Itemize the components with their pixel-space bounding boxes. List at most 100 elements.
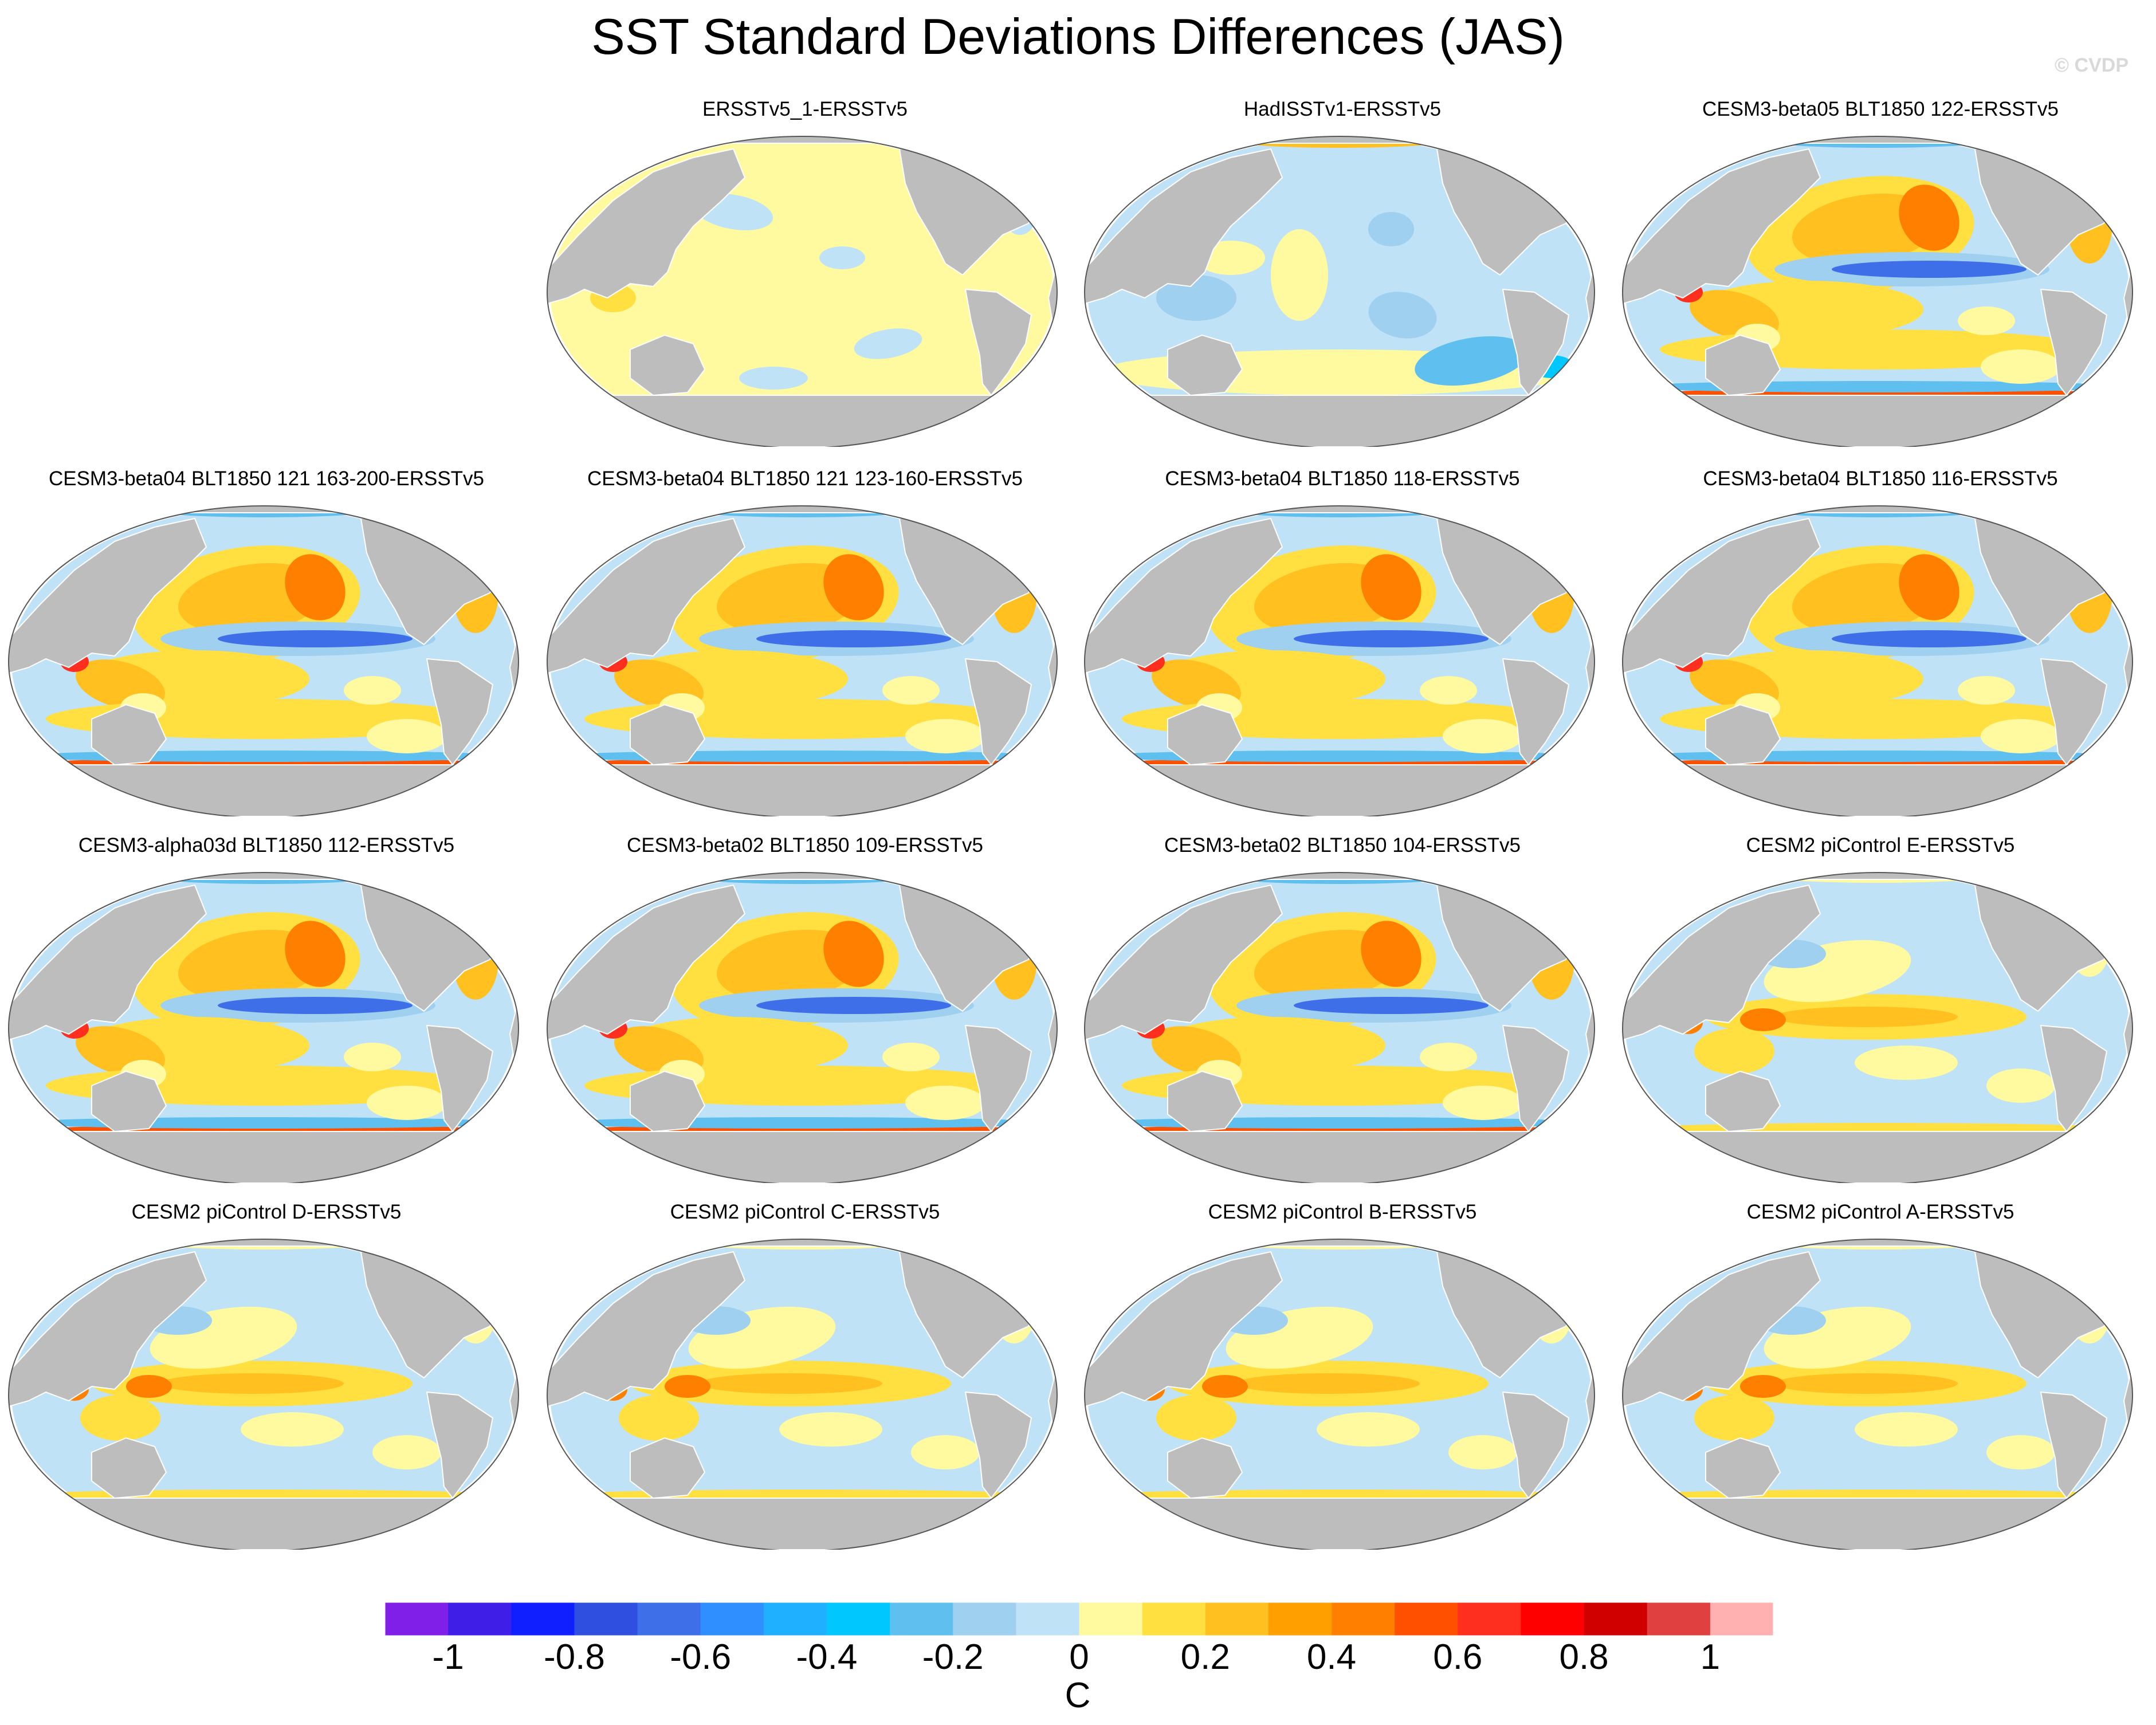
colorbar-tick-label: 0.2 bbox=[1180, 1637, 1230, 1677]
sst-anomaly-region bbox=[1271, 229, 1328, 321]
colorbar-unit: C bbox=[1065, 1676, 1091, 1715]
map-panel: CESM3-beta04 BLT1850 121 163-200-ERSSTv5 bbox=[6, 467, 527, 822]
sst-anomaly-region bbox=[160, 1373, 344, 1394]
land-southAmerica bbox=[2040, 1391, 2108, 1499]
sst-anomaly-region bbox=[1899, 184, 1959, 251]
colorbar-swatch bbox=[448, 1602, 512, 1636]
figure-title: SST Standard Deviations Differences (JAS… bbox=[591, 8, 1565, 65]
land-australia bbox=[1705, 1070, 1781, 1133]
sst-anomaly-region bbox=[1694, 1028, 1774, 1074]
sst-anomaly-region bbox=[1294, 997, 1489, 1014]
map-panel: CESM3-beta05 BLT1850 122-ERSSTv5 bbox=[1620, 97, 2141, 453]
sst-anomaly-region bbox=[739, 367, 808, 390]
sst-anomaly-region bbox=[1236, 1373, 1420, 1394]
robinson-map bbox=[1084, 136, 1595, 447]
colorbar-swatch bbox=[1142, 1602, 1206, 1636]
sst-anomaly-region bbox=[1317, 1412, 1420, 1447]
sst-anomaly-region bbox=[1368, 212, 1414, 246]
sst-anomaly-region bbox=[285, 554, 345, 620]
robinson-map bbox=[1084, 1239, 1595, 1550]
land-asia bbox=[547, 517, 746, 674]
colorbar-tick-label: 0.8 bbox=[1559, 1637, 1609, 1677]
robinson-map bbox=[547, 872, 1058, 1183]
colorbar-swatch bbox=[1647, 1602, 1711, 1636]
sst-anomaly-region bbox=[1694, 1395, 1774, 1441]
colorbar-swatch bbox=[1079, 1602, 1143, 1636]
panel-label: CESM2 piControl C-ERSSTv5 bbox=[670, 1201, 940, 1223]
colorbar-swatch bbox=[1205, 1602, 1269, 1636]
land-asia bbox=[1085, 517, 1283, 674]
sst-anomaly-region bbox=[1361, 554, 1421, 620]
land-australia bbox=[630, 1070, 706, 1133]
colorbar-tick-label: -0.8 bbox=[543, 1637, 605, 1677]
sst-anomaly-region bbox=[241, 1412, 344, 1447]
map-panel: CESM3-beta02 BLT1850 109-ERSSTv5 bbox=[544, 834, 1066, 1189]
sst-anomaly-region bbox=[367, 1086, 447, 1120]
land-southAmerica bbox=[2040, 658, 2108, 766]
map-panel: HadISSTv1-ERSSTv5 bbox=[1082, 97, 1603, 453]
map-panel: CESM3-beta02 BLT1850 104-ERSSTv5 bbox=[1082, 834, 1603, 1189]
sst-anomaly-region bbox=[911, 1435, 980, 1469]
sst-anomaly-region bbox=[1832, 261, 2027, 278]
map-panel: CESM3-beta04 BLT1850 121 123-160-ERSSTv5 bbox=[544, 467, 1066, 822]
land-asia bbox=[9, 884, 207, 1041]
panel-label: CESM3-alpha03d BLT1850 112-ERSSTv5 bbox=[78, 834, 455, 856]
colorbar-swatch bbox=[385, 1602, 449, 1636]
land-australia bbox=[630, 704, 706, 766]
sst-anomaly-region bbox=[1740, 1008, 1786, 1031]
land-australia bbox=[1705, 1437, 1781, 1499]
panel-label: CESM2 piControl D-ERSSTv5 bbox=[131, 1201, 402, 1223]
colorbar-swatch bbox=[637, 1602, 701, 1636]
sst-anomaly-region bbox=[756, 630, 951, 647]
land-asia bbox=[1623, 148, 1821, 305]
colorbar-swatch bbox=[1458, 1602, 1521, 1636]
land-southAmerica bbox=[964, 288, 1032, 396]
land-australia bbox=[630, 334, 706, 396]
sst-anomaly-region bbox=[882, 1043, 940, 1071]
sst-anomaly-region bbox=[854, 328, 922, 359]
land-southAmerica bbox=[2040, 288, 2108, 396]
robinson-map bbox=[8, 505, 519, 816]
land-southAmerica bbox=[1502, 1391, 1570, 1499]
colorbar-swatch bbox=[1584, 1602, 1648, 1636]
land-asia bbox=[1623, 517, 1821, 674]
sst-anomaly-region bbox=[1899, 554, 1959, 620]
colorbar-swatch bbox=[890, 1602, 953, 1636]
panel-label: CESM3-beta04 BLT1850 116-ERSSTv5 bbox=[1703, 467, 2058, 490]
colorbar-tick-label: 0.4 bbox=[1306, 1637, 1357, 1677]
map-panel: CESM2 piControl D-ERSSTv5 bbox=[6, 1200, 527, 1555]
panel-label: CESM3-beta04 BLT1850 121 123-160-ERSSTv5 bbox=[587, 467, 1023, 490]
colorbar-tick-label: -0.6 bbox=[670, 1637, 732, 1677]
land-australia bbox=[91, 1070, 167, 1133]
land-southAmerica bbox=[426, 1391, 494, 1499]
land-australia bbox=[1167, 1070, 1243, 1133]
sst-anomaly-region bbox=[1832, 630, 2027, 647]
panel-label: CESM3-beta05 BLT1850 122-ERSSTv5 bbox=[1702, 98, 2059, 120]
sst-anomaly-region bbox=[344, 1043, 401, 1071]
land-southAmerica bbox=[964, 1024, 1032, 1133]
land-asia bbox=[1623, 1251, 1821, 1408]
panel-label: CESM2 piControl E-ERSSTv5 bbox=[1746, 834, 2015, 856]
robinson-map bbox=[8, 872, 519, 1183]
map-panel: CESM2 piControl C-ERSSTv5 bbox=[544, 1200, 1066, 1555]
panel-label: HadISSTv1-ERSSTv5 bbox=[1243, 98, 1442, 120]
sst-anomaly-region bbox=[372, 1435, 441, 1469]
sst-anomaly-region bbox=[905, 1086, 985, 1120]
colorbar-tick-label: -0.2 bbox=[922, 1637, 984, 1677]
sst-anomaly-region bbox=[756, 997, 951, 1014]
colorbar-swatch bbox=[826, 1602, 890, 1636]
sst-anomaly-region bbox=[1958, 676, 2015, 705]
sst-anomaly-region bbox=[1156, 275, 1236, 321]
sst-anomaly-region bbox=[80, 1395, 160, 1441]
colorbar-tick-label: 1 bbox=[1700, 1637, 1721, 1677]
colorbar-swatch bbox=[763, 1602, 827, 1636]
sst-anomaly-region bbox=[285, 921, 345, 987]
panel-label: CESM3-beta02 BLT1850 109-ERSSTv5 bbox=[627, 834, 983, 856]
land-australia bbox=[91, 1437, 167, 1499]
land-southAmerica bbox=[2040, 1024, 2108, 1133]
sst-anomaly-region bbox=[619, 1395, 699, 1441]
land-australia bbox=[1167, 1437, 1243, 1499]
land-southAmerica bbox=[964, 658, 1032, 766]
sst-anomaly-region bbox=[1294, 630, 1489, 647]
